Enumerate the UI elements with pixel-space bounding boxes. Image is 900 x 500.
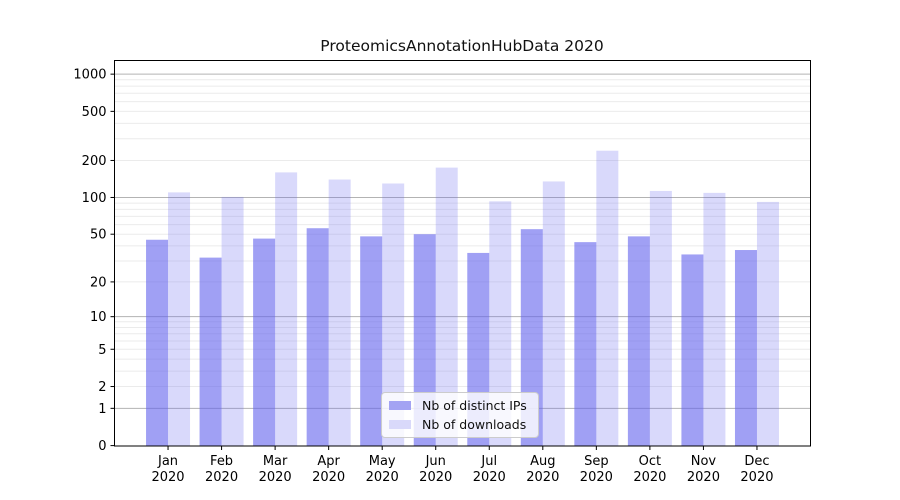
x-tick-label-mar: Mar 2020 bbox=[259, 454, 292, 485]
y-tick-label: 2 bbox=[98, 380, 106, 395]
legend-swatch-distinct-ips bbox=[389, 401, 411, 410]
bar-distinct-ips-dec bbox=[734, 250, 757, 446]
y-tick-label: 50 bbox=[90, 228, 107, 243]
bar-downloads-jan bbox=[168, 192, 191, 446]
bar-distinct-ips-nov bbox=[681, 254, 704, 446]
legend-swatch-downloads bbox=[389, 420, 411, 429]
bar-downloads-mar bbox=[275, 172, 298, 446]
x-tick-label-aug: Aug 2020 bbox=[526, 454, 559, 485]
bar-downloads-feb bbox=[221, 196, 244, 446]
y-tick-label: 1000 bbox=[73, 68, 106, 83]
bar-downloads-jun bbox=[435, 167, 458, 446]
bar-downloads-sep bbox=[596, 150, 619, 446]
bar-distinct-ips-apr bbox=[306, 228, 329, 446]
x-tick-label-jul: Jul 2020 bbox=[473, 454, 506, 485]
bar-downloads-dec bbox=[756, 201, 779, 446]
y-tick-label: 100 bbox=[82, 191, 107, 206]
legend-label-downloads: Nb of downloads bbox=[422, 417, 527, 432]
bar-distinct-ips-sep bbox=[574, 242, 597, 446]
bar-downloads-nov bbox=[703, 192, 726, 446]
x-tick-label-may: May 2020 bbox=[366, 454, 399, 485]
x-tick-label-feb: Feb 2020 bbox=[205, 454, 238, 485]
bar-distinct-ips-mar bbox=[253, 238, 276, 446]
legend-item-downloads: Nb of downloads bbox=[389, 417, 531, 432]
legend: Nb of distinct IPs Nb of downloads bbox=[381, 392, 539, 438]
x-tick-label-jun: Jun 2020 bbox=[419, 454, 452, 485]
y-tick-label: 500 bbox=[82, 105, 107, 120]
y-tick-label: 1 bbox=[98, 402, 106, 417]
legend-item-distinct-ips: Nb of distinct IPs bbox=[389, 398, 531, 413]
x-tick-label-nov: Nov 2020 bbox=[687, 454, 720, 485]
plot-border bbox=[114, 60, 811, 447]
legend-label-distinct-ips: Nb of distinct IPs bbox=[422, 398, 527, 413]
x-tick-label-jan: Jan 2020 bbox=[151, 454, 184, 485]
x-tick-label-dec: Dec 2020 bbox=[740, 454, 773, 485]
bar-downloads-oct bbox=[649, 190, 672, 446]
bar-downloads-apr bbox=[328, 179, 351, 446]
y-tick-label: 10 bbox=[90, 310, 107, 325]
bar-distinct-ips-jan bbox=[146, 239, 169, 446]
y-tick-label: 200 bbox=[82, 154, 107, 169]
bar-downloads-aug bbox=[542, 181, 565, 446]
y-tick-label: 5 bbox=[98, 343, 106, 358]
bar-distinct-ips-may bbox=[360, 236, 383, 446]
bar-downloads-jul bbox=[489, 201, 512, 446]
bar-distinct-ips-oct bbox=[627, 236, 650, 446]
y-tick-label: 20 bbox=[90, 275, 107, 290]
chart-title: ProteomicsAnnotationHubData 2020 bbox=[320, 37, 604, 55]
bar-distinct-ips-aug bbox=[520, 229, 543, 446]
bar-downloads-may bbox=[382, 183, 405, 446]
x-tick-label-sep: Sep 2020 bbox=[580, 454, 613, 485]
x-tick-label-oct: Oct 2020 bbox=[633, 454, 666, 485]
y-tick-label: 0 bbox=[98, 439, 106, 454]
bar-distinct-ips-feb bbox=[199, 257, 222, 446]
x-tick-label-apr: Apr 2020 bbox=[312, 454, 345, 485]
